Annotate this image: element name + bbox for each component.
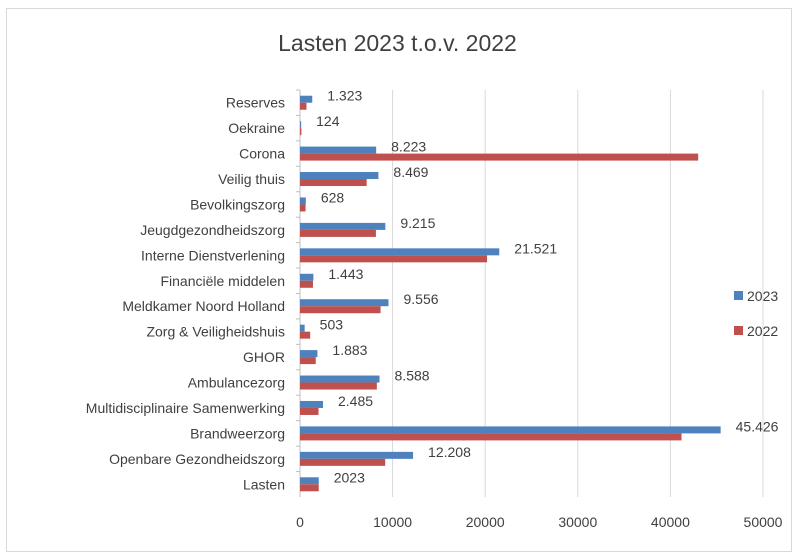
bar-2023-zorg-veiligheidshuis: [300, 324, 305, 332]
category-label: Meldkamer Noord Holland: [122, 298, 285, 314]
category-label: Bevolkingszorg: [190, 196, 285, 212]
x-tick-label: 30000: [558, 514, 597, 530]
bar-2023-veilig-thuis: [300, 172, 379, 180]
data-label: 503: [320, 317, 344, 333]
bar-2023-ambulancezorg: [300, 375, 380, 383]
bar-2023-corona: [300, 146, 377, 154]
category-label: Ambulancezorg: [188, 375, 285, 391]
data-label: 8.469: [393, 164, 428, 180]
data-label: 8.223: [391, 139, 426, 155]
bar-2023-meldkamer-noord-holland: [300, 299, 389, 307]
legend-swatch-2022: [734, 326, 743, 335]
legend-label-2022: 2022: [747, 323, 778, 339]
bar-2022-ambulancezorg: [300, 382, 377, 390]
bar-2022-lasten: [300, 484, 319, 492]
data-label: 9.215: [400, 215, 435, 231]
data-label: 628: [321, 189, 345, 205]
bar-2022-jeugdgezondheidszorg: [300, 229, 376, 237]
bar-2023-ghor: [300, 350, 318, 358]
category-label: GHOR: [243, 349, 285, 365]
data-label: 12.208: [428, 444, 471, 460]
bar-2023-bevolkingszorg: [300, 197, 306, 205]
bar-2022-bevolkingszorg: [300, 204, 306, 212]
data-label: 1.443: [328, 266, 363, 282]
bar-2023-lasten: [300, 477, 319, 485]
data-label: 8.588: [395, 368, 430, 384]
category-label: Openbare Gezondheidszorg: [109, 451, 285, 467]
bar-2022-meldkamer-noord-holland: [300, 306, 381, 314]
category-label: Reserves: [226, 95, 285, 111]
bar-2023-brandweerzorg: [300, 426, 721, 434]
bar-2023-reserves: [300, 95, 313, 103]
bar-2023-jeugdgezondheidszorg: [300, 222, 386, 230]
chart-area: [6, 8, 792, 552]
data-label: 2.485: [338, 393, 373, 409]
data-label: 45.426: [736, 418, 779, 434]
legend-label-2023: 2023: [747, 288, 778, 304]
bar-2022-veilig-thuis: [300, 179, 367, 187]
data-label: 21.521: [514, 240, 557, 256]
chart-title: Lasten 2023 t.o.v. 2022: [278, 30, 517, 56]
category-label: Brandweerzorg: [190, 425, 285, 441]
data-label: 2023: [334, 469, 365, 485]
bar-2022-multidisciplinaire-samenwerking: [300, 407, 319, 415]
bar-2023-interne-dienstverlening: [300, 248, 500, 256]
category-label: Financiële middelen: [160, 273, 285, 289]
x-tick-label: 0: [296, 514, 304, 530]
bar-2022-ghor: [300, 357, 316, 365]
category-label: Interne Dienstverlening: [141, 247, 285, 263]
x-tick-label: 40000: [651, 514, 690, 530]
data-label: 9.556: [403, 291, 438, 307]
bar-2022-oekraine: [300, 128, 302, 136]
category-label: Zorg & Veiligheidshuis: [146, 324, 285, 340]
bar-2023-oekraine: [300, 121, 302, 129]
data-label: 1.323: [327, 88, 362, 104]
x-tick-label: 10000: [373, 514, 412, 530]
bar-2022-reserves: [300, 102, 307, 110]
category-label: Veilig thuis: [218, 171, 285, 187]
category-label: Lasten: [243, 476, 285, 492]
x-tick-label: 50000: [744, 514, 783, 530]
data-label: 1.883: [332, 342, 367, 358]
legend-swatch-2023: [734, 291, 743, 300]
bar-2022-interne-dienstverlening: [300, 255, 488, 263]
category-label: Jeugdgezondheidszorg: [140, 222, 285, 238]
bar-2023-multidisciplinaire-samenwerking: [300, 400, 324, 408]
category-label: Corona: [239, 146, 285, 162]
data-label: 124: [316, 113, 340, 129]
bar-2023-financi-le-middelen: [300, 273, 314, 281]
category-label: Multidisciplinaire Samenwerking: [86, 400, 285, 416]
bar-2022-corona: [300, 153, 699, 161]
bar-2022-openbare-gezondheidszorg: [300, 458, 386, 466]
bar-2022-brandweerzorg: [300, 433, 682, 441]
bar-2022-financi-le-middelen: [300, 280, 313, 288]
x-tick-label: 20000: [466, 514, 505, 530]
category-label: Oekraine: [228, 120, 285, 136]
bar-2022-zorg-veiligheidshuis: [300, 331, 311, 339]
bar-2023-openbare-gezondheidszorg: [300, 451, 414, 459]
